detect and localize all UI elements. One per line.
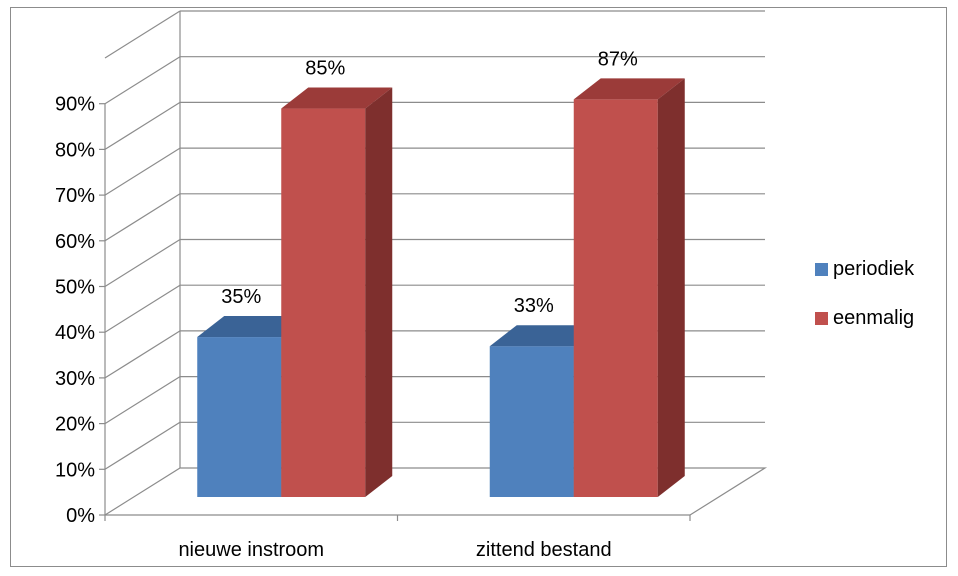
- legend-label-eenmalig: eenmalig: [833, 307, 914, 329]
- y-tick-label: 60%: [55, 231, 95, 253]
- legend-swatch-eenmalig: [815, 312, 828, 325]
- bar-top: [197, 316, 309, 338]
- gridline-side: [104, 421, 181, 470]
- data-label: 87%: [598, 48, 638, 70]
- gridline-side: [104, 330, 181, 379]
- bar-front: [489, 346, 574, 497]
- gridline-side: [104, 376, 181, 425]
- gridline-side: [104, 238, 181, 288]
- data-label: 35%: [221, 286, 261, 308]
- data-label: 85%: [305, 58, 345, 80]
- bars: [197, 78, 685, 498]
- y-tick-label: 80%: [55, 139, 95, 161]
- bar-top: [489, 325, 601, 347]
- bar-side: [365, 87, 393, 498]
- y-tick-label: 10%: [55, 459, 95, 481]
- gridline-side: [104, 10, 181, 59]
- gridline-side: [104, 147, 181, 196]
- floor-outline: [104, 467, 768, 516]
- bar-front: [281, 108, 366, 498]
- bar-top: [573, 78, 685, 100]
- category-label: nieuwe instroom: [178, 539, 324, 561]
- y-axis: 0% 10% 20% 30% 40% 50% 60% 70% 80% 90%: [55, 94, 106, 527]
- category-label: zittend bestand: [476, 539, 612, 561]
- y-tick-label: 20%: [55, 414, 95, 436]
- x-axis: nieuwe instroom zittend bestand: [104, 514, 691, 561]
- bar-eenmalig: [281, 87, 393, 498]
- y-tick-label: 30%: [55, 368, 95, 390]
- y-tick-label: 90%: [55, 94, 95, 116]
- gridline-side: [104, 193, 181, 242]
- y-tick-label: 50%: [55, 277, 95, 299]
- bar-front: [197, 337, 282, 497]
- data-labels: 35% 85% 33% 87%: [221, 48, 638, 317]
- data-label: 33%: [514, 295, 554, 317]
- bar-top: [281, 87, 393, 109]
- y-tick-label: 70%: [55, 185, 95, 207]
- y-tick-label: 40%: [55, 322, 95, 344]
- legend-label-periodiek: periodiek: [833, 258, 915, 280]
- legend: periodiek eenmalig: [815, 258, 915, 329]
- bar-front: [573, 99, 658, 497]
- y-tick-label: 0%: [66, 505, 95, 527]
- gridline-side: [104, 101, 181, 150]
- gridline-side: [104, 56, 181, 105]
- legend-swatch-periodiek: [815, 263, 828, 276]
- bar-side: [657, 78, 685, 497]
- bar-eenmalig: [573, 78, 685, 497]
- chart-frame: [10, 7, 947, 567]
- gridline-side: [104, 284, 181, 333]
